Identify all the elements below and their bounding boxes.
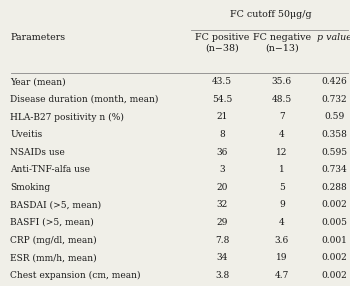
Text: 0.001: 0.001 [321, 236, 347, 245]
Text: ESR (mm/h, mean): ESR (mm/h, mean) [10, 253, 97, 262]
Text: 0.732: 0.732 [321, 95, 347, 104]
Text: 0.005: 0.005 [321, 218, 347, 227]
Text: Uveitis: Uveitis [10, 130, 43, 139]
Text: 4.7: 4.7 [274, 271, 289, 280]
Text: FC cutoff 50μg/g: FC cutoff 50μg/g [230, 10, 312, 19]
Text: BASFI (>5, mean): BASFI (>5, mean) [10, 218, 94, 227]
Text: BASDAI (>5, mean): BASDAI (>5, mean) [10, 200, 102, 209]
Text: p value: p value [317, 33, 350, 42]
Text: NSAIDs use: NSAIDs use [10, 148, 65, 156]
Text: 0.358: 0.358 [321, 130, 347, 139]
Text: Anti-TNF-alfa use: Anti-TNF-alfa use [10, 165, 91, 174]
Text: 35.6: 35.6 [272, 77, 292, 86]
Text: 54.5: 54.5 [212, 95, 232, 104]
Text: Parameters: Parameters [10, 33, 66, 42]
Text: 9: 9 [279, 200, 285, 209]
Text: 0.002: 0.002 [321, 271, 347, 280]
Text: Chest expansion (cm, mean): Chest expansion (cm, mean) [10, 271, 141, 280]
Text: 3.8: 3.8 [215, 271, 229, 280]
Text: 0.288: 0.288 [321, 183, 347, 192]
Text: 0.59: 0.59 [324, 112, 344, 121]
Text: FC positive
(n−38): FC positive (n−38) [195, 33, 250, 52]
Text: 5: 5 [279, 183, 285, 192]
Text: 3.6: 3.6 [275, 236, 289, 245]
Text: 3: 3 [219, 165, 225, 174]
Text: 0.595: 0.595 [321, 148, 347, 156]
Text: 21: 21 [217, 112, 228, 121]
Text: 4: 4 [279, 218, 285, 227]
Text: 0.734: 0.734 [321, 165, 347, 174]
Text: 7: 7 [279, 112, 285, 121]
Text: 12: 12 [276, 148, 287, 156]
Text: 48.5: 48.5 [272, 95, 292, 104]
Text: Smoking: Smoking [10, 183, 51, 192]
Text: 0.426: 0.426 [321, 77, 347, 86]
Text: Year (mean): Year (mean) [10, 77, 66, 86]
Text: 32: 32 [217, 200, 228, 209]
Text: Disease duration (month, mean): Disease duration (month, mean) [10, 95, 159, 104]
Text: 1: 1 [279, 165, 285, 174]
Text: 0.002: 0.002 [321, 253, 347, 262]
Text: 43.5: 43.5 [212, 77, 232, 86]
Text: 34: 34 [217, 253, 228, 262]
Text: FC negative
(n−13): FC negative (n−13) [253, 33, 311, 52]
Text: 29: 29 [217, 218, 228, 227]
Text: 36: 36 [217, 148, 228, 156]
Text: 7.8: 7.8 [215, 236, 230, 245]
Text: 0.002: 0.002 [321, 200, 347, 209]
Text: HLA-B27 positivity n (%): HLA-B27 positivity n (%) [10, 112, 124, 122]
Text: 8: 8 [219, 130, 225, 139]
Text: 4: 4 [279, 130, 285, 139]
Text: CRP (mg/dl, mean): CRP (mg/dl, mean) [10, 236, 97, 245]
Text: 19: 19 [276, 253, 287, 262]
Text: 20: 20 [217, 183, 228, 192]
